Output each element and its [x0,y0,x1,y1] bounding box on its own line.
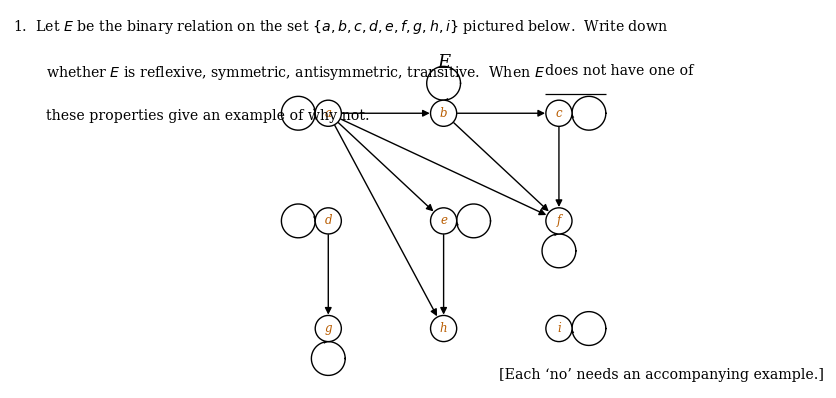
Circle shape [430,208,456,234]
Text: a: a [324,107,331,120]
Circle shape [315,208,341,234]
Text: 1.  Let $E$ be the binary relation on the set $\{a, b, c, d, e, f, g, h, i\}$ pi: 1. Let $E$ be the binary relation on the… [13,18,667,36]
Text: whether $E$ is reflexive, symmetric, antisymmetric, transitive.  When $E$: whether $E$ is reflexive, symmetric, ant… [46,64,544,82]
Circle shape [430,316,456,341]
Text: b: b [440,107,446,120]
Text: i: i [557,322,560,335]
Circle shape [545,316,571,341]
Circle shape [430,100,456,126]
Circle shape [315,316,341,341]
Text: e: e [440,215,446,227]
Text: c: c [555,107,562,120]
Circle shape [545,100,571,126]
Text: these properties give an example of why not.: these properties give an example of why … [46,109,370,123]
Text: [Each ‘no’ needs an accompanying example.]: [Each ‘no’ needs an accompanying example… [499,368,823,382]
Text: g: g [324,322,332,335]
Text: h: h [439,322,447,335]
Circle shape [315,100,341,126]
Text: have one of: have one of [605,64,693,78]
Circle shape [545,208,571,234]
Text: d: d [324,215,332,227]
Text: E: E [436,54,450,72]
Text: f: f [556,215,560,227]
Text: does not: does not [544,64,605,78]
